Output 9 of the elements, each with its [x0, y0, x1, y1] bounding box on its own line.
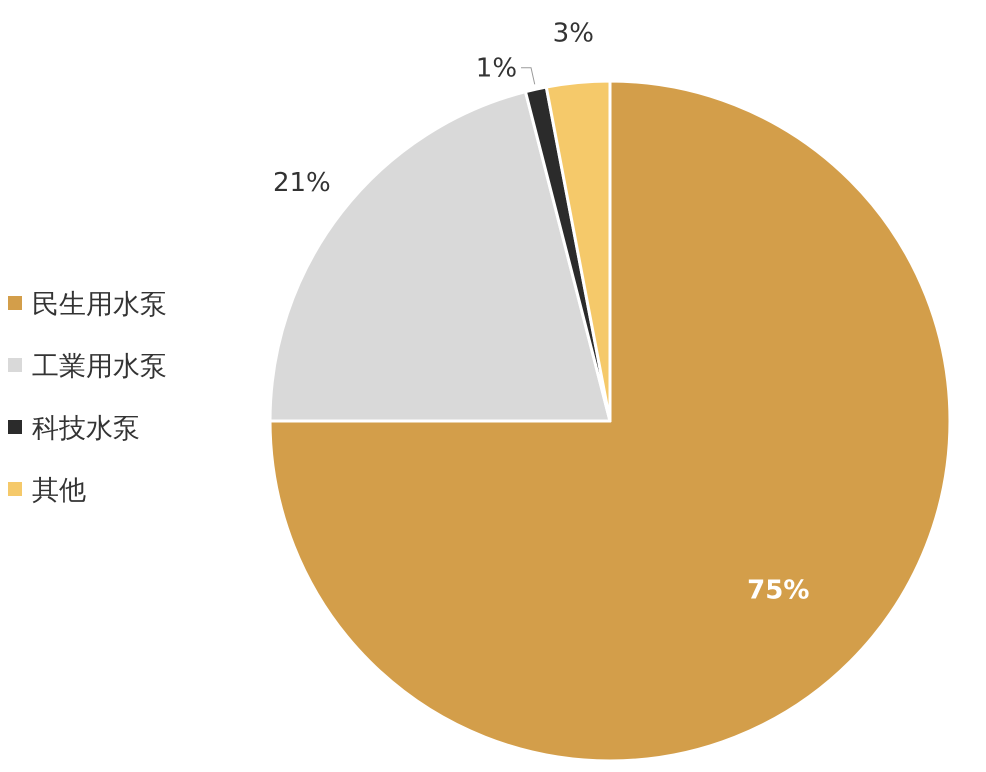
pie-slice: [268, 80, 952, 762]
data-label: 75%: [747, 575, 810, 606]
data-label: 3%: [552, 18, 594, 49]
data-label: 1%: [476, 54, 518, 84]
legend-label: 科技水泵: [32, 413, 140, 444]
legend-label: 民生用水泵: [32, 289, 167, 320]
legend-label: 其他: [32, 475, 86, 506]
legend-label: 工業用水泵: [32, 351, 167, 382]
data-label: 21%: [272, 168, 331, 198]
